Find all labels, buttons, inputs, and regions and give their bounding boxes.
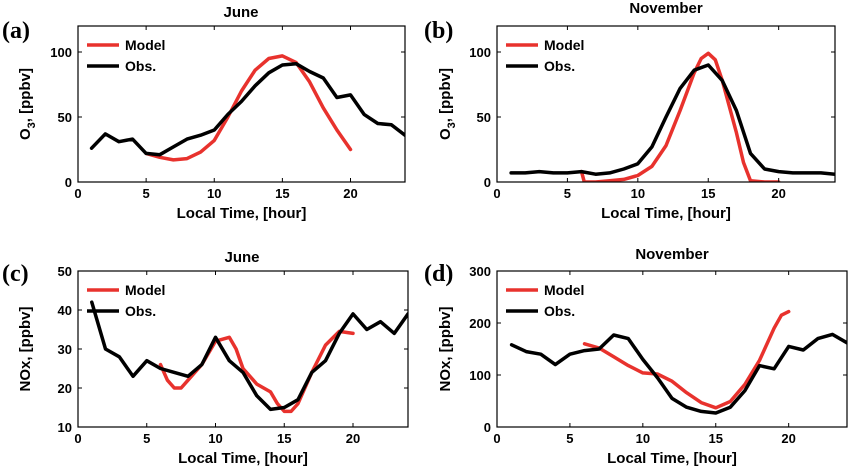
legend-entry: Obs. xyxy=(544,58,575,74)
x-tick-label: 5 xyxy=(143,431,150,446)
legend-entry: Model xyxy=(544,282,584,298)
panel-1: (a) June 0 5 10 15 20 0 50 100 Local Time, [hour] O… xyxy=(2,4,406,222)
y-tick-label: 50 xyxy=(477,110,491,125)
series-line-obs xyxy=(509,63,835,176)
x-tick-label: 20 xyxy=(771,186,785,201)
x-axis-label: Local Time, [hour] xyxy=(178,450,308,467)
y-axis-label-sub: 3 xyxy=(26,122,38,128)
y-tick-label: 200 xyxy=(469,316,491,331)
y-tick-label: 10 xyxy=(58,420,72,435)
x-tick-label: 15 xyxy=(275,186,289,201)
x-tick-label: 15 xyxy=(709,431,723,446)
panel-title: November xyxy=(635,246,709,263)
x-tick-label: 20 xyxy=(781,431,795,446)
legend: Model Obs. xyxy=(87,37,165,74)
y-tick-label: 50 xyxy=(58,264,72,279)
y-tick-label: 100 xyxy=(469,45,491,60)
series-group xyxy=(509,309,847,415)
y-tick-label: 0 xyxy=(484,175,491,190)
y-tick-label: 100 xyxy=(50,45,72,60)
x-tick-label: 20 xyxy=(346,431,360,446)
series-group xyxy=(89,54,405,162)
x-tick-label: 5 xyxy=(566,431,573,446)
legend-entry: Model xyxy=(125,282,165,298)
x-tick-label: 0 xyxy=(74,186,81,201)
panel-label: (d) xyxy=(424,261,453,287)
y-axis-label: O3, [ppbv] xyxy=(437,68,458,140)
series-group xyxy=(509,51,835,182)
series-line-obs xyxy=(89,61,405,157)
x-tick-label: 0 xyxy=(74,431,81,446)
y-axis-label-rest: , [ppbv] xyxy=(437,68,454,122)
x-tick-label: 10 xyxy=(207,186,221,201)
plot-frame xyxy=(77,25,406,183)
y-axis-label-rest: , [ppbv] xyxy=(17,68,34,122)
legend: Model Obs. xyxy=(87,282,165,319)
x-tick-label: 20 xyxy=(343,186,357,201)
panel-3: (c) June 0 5 10 15 20 10 20 30 40 50 Local Time, [ho… xyxy=(2,249,409,467)
series-line-obs xyxy=(509,332,847,415)
y-tick-label: 100 xyxy=(469,368,491,383)
y-axis-label-main: O xyxy=(17,128,34,140)
legend: Model Obs. xyxy=(506,37,584,74)
y-axis-label-main: O xyxy=(437,128,454,140)
panel-title: June xyxy=(223,4,258,21)
panel-label: (c) xyxy=(2,261,29,287)
x-tick-label: 15 xyxy=(701,186,715,201)
plot-frame xyxy=(496,270,848,428)
legend-entry: Model xyxy=(125,37,165,53)
panel-2: (b) November 0 5 10 15 20 0 50 100 Local Time, [ho… xyxy=(424,0,836,222)
legend-entry: Obs. xyxy=(125,303,156,319)
y-tick-label: 30 xyxy=(58,342,72,357)
series-line-model xyxy=(579,51,781,182)
panel-title: November xyxy=(629,0,703,17)
x-tick-label: 0 xyxy=(493,186,500,201)
y-axis-label: NOx, [ppbv] xyxy=(437,306,454,391)
x-axis-label: Local Time, [hour] xyxy=(601,205,731,222)
y-tick-label: 20 xyxy=(58,381,72,396)
panel-label: (a) xyxy=(2,18,30,44)
y-tick-label: 0 xyxy=(484,420,491,435)
series-line-obs xyxy=(90,300,408,412)
y-axis-label: NOx, [ppbv] xyxy=(17,306,34,391)
legend-entry: Obs. xyxy=(544,303,575,319)
x-tick-label: 10 xyxy=(636,431,650,446)
series-line-model xyxy=(158,329,355,414)
x-tick-label: 10 xyxy=(208,431,222,446)
x-tick-label: 10 xyxy=(631,186,645,201)
series-line-model xyxy=(144,54,353,162)
plot-frame xyxy=(496,25,836,183)
y-tick-label: 50 xyxy=(58,110,72,125)
panel-title: June xyxy=(224,249,259,266)
legend-entry: Obs. xyxy=(125,58,156,74)
x-tick-label: 5 xyxy=(143,186,150,201)
series-line-model xyxy=(582,309,791,410)
x-axis-label: Local Time, [hour] xyxy=(177,205,307,222)
x-tick-label: 5 xyxy=(564,186,571,201)
x-tick-label: 15 xyxy=(277,431,291,446)
y-tick-label: 40 xyxy=(58,303,72,318)
y-axis-label-sub: 3 xyxy=(446,122,458,128)
legend-entry: Model xyxy=(544,37,584,53)
legend: Model Obs. xyxy=(506,282,584,319)
y-tick-label: 300 xyxy=(469,264,491,279)
y-tick-label: 0 xyxy=(65,175,72,190)
series-group xyxy=(90,300,408,414)
x-tick-label: 0 xyxy=(493,431,500,446)
x-axis-label: Local Time, [hour] xyxy=(607,450,737,467)
panel-label: (b) xyxy=(424,18,453,44)
y-axis-label: O3, [ppbv] xyxy=(17,68,38,140)
